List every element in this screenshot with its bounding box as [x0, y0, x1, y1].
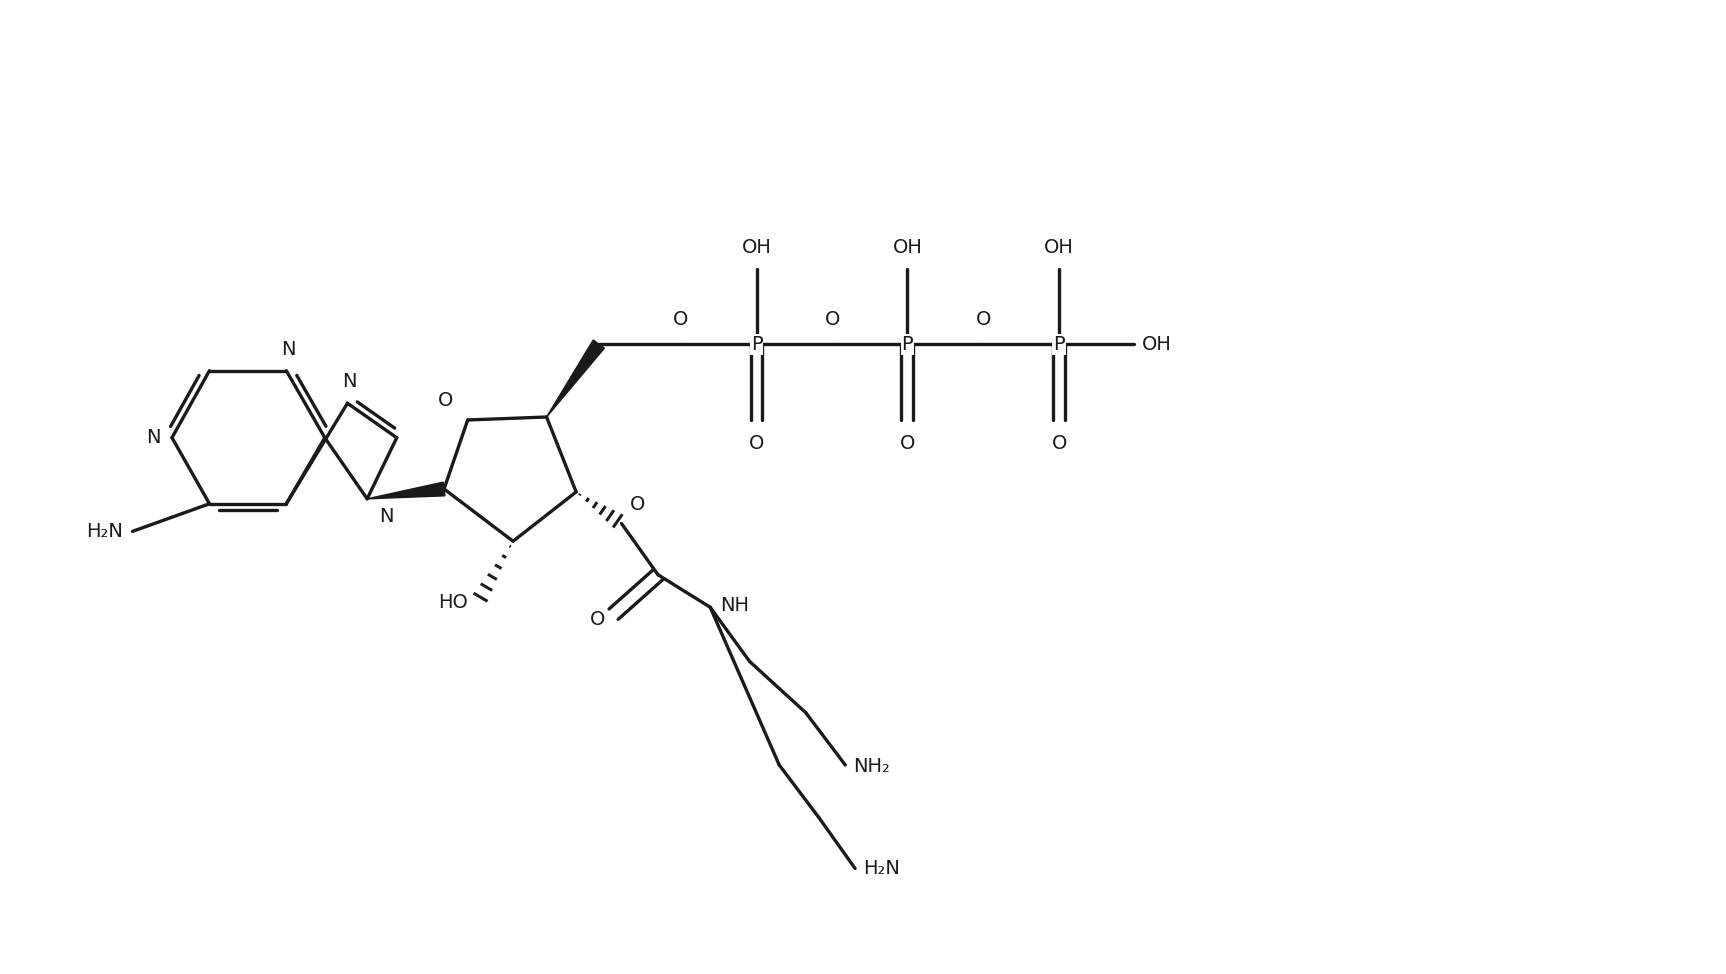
Text: HO: HO: [438, 593, 468, 612]
Text: N: N: [145, 429, 161, 447]
Text: O: O: [438, 392, 452, 410]
Text: P: P: [751, 334, 763, 354]
Text: P: P: [901, 334, 913, 354]
Text: OH: OH: [892, 239, 922, 257]
Text: OH: OH: [1143, 334, 1172, 354]
Text: N: N: [281, 340, 295, 358]
Text: O: O: [673, 311, 689, 329]
Text: O: O: [975, 311, 991, 329]
Text: O: O: [825, 311, 841, 329]
Text: O: O: [630, 495, 646, 513]
Text: N: N: [380, 506, 394, 526]
Text: H₂N: H₂N: [863, 859, 899, 878]
Text: P: P: [1053, 334, 1065, 354]
Text: O: O: [590, 610, 606, 628]
Text: H₂N: H₂N: [86, 522, 123, 541]
Text: O: O: [1051, 433, 1067, 453]
Text: NH₂: NH₂: [853, 758, 891, 776]
Text: N: N: [342, 372, 357, 392]
Polygon shape: [368, 482, 445, 499]
Polygon shape: [547, 340, 604, 417]
Text: O: O: [749, 433, 765, 453]
Text: OH: OH: [742, 239, 772, 257]
Text: NH: NH: [720, 596, 749, 615]
Text: O: O: [899, 433, 915, 453]
Text: OH: OH: [1044, 239, 1074, 257]
